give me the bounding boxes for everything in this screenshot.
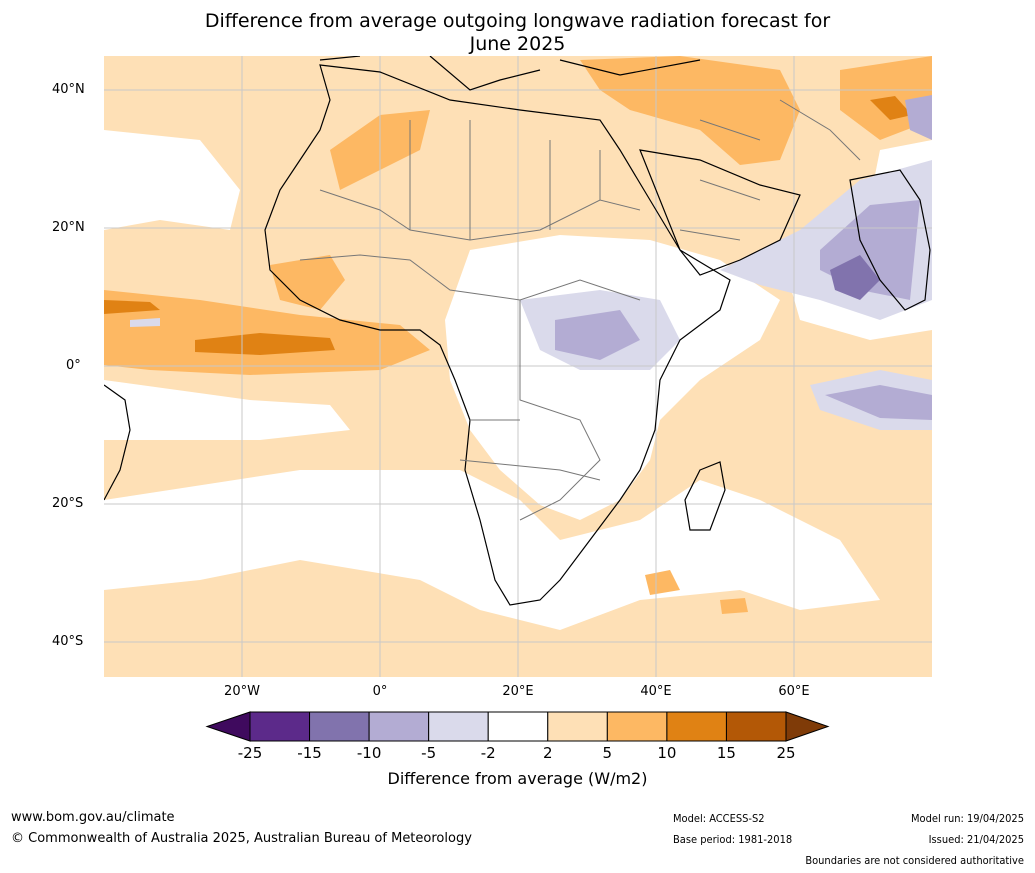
colorbar-segment	[606, 711, 668, 742]
colorbar-tick-label: -5	[421, 744, 437, 762]
positive-south-indian	[720, 598, 748, 614]
model-text: Model: ACCESS-S2	[673, 812, 765, 825]
positive-mediterranean	[580, 56, 800, 165]
positive-southern-africa	[645, 570, 680, 595]
lat-label-0: 0°	[66, 358, 81, 373]
colorbar-segment	[249, 711, 311, 742]
website-link[interactable]: www.bom.gov.au/climate	[11, 810, 175, 825]
map-title: Difference from average outgoing longwav…	[0, 10, 1035, 56]
colorbar-segment	[547, 711, 608, 742]
colorbar-segment	[309, 711, 370, 742]
lat-label-20s: 20°S	[52, 496, 84, 511]
disclaimer-text: Boundaries are not considered authoritat…	[805, 854, 1024, 867]
model-run-text: Model run: 19/04/2025	[911, 812, 1024, 825]
colorbar-tick-label: 10	[657, 744, 677, 762]
issued-text: Issued: 21/04/2025	[928, 833, 1024, 846]
colorbar-label: Difference from average (W/m2)	[387, 769, 648, 788]
title-line-1: Difference from average outgoing longwav…	[204, 10, 831, 32]
colorbar-segment	[368, 711, 430, 742]
colorbar-tick-label: -15	[297, 744, 322, 762]
colorbar-segment	[428, 711, 489, 742]
country-borders	[299, 99, 861, 521]
colorbar-segment	[666, 711, 727, 742]
madagascar-coastline	[684, 461, 726, 531]
negative-himalaya	[905, 95, 932, 140]
colorbar-extend-low	[205, 711, 251, 742]
lon-label-40e: 40°E	[640, 684, 672, 699]
europe-coastline	[319, 56, 701, 91]
colorbar-tick-label: 2	[542, 744, 553, 762]
neutral-region-eq-atlantic	[104, 380, 350, 440]
colorbar-tick-label: -2	[480, 744, 496, 762]
strong-positive-central-asia	[870, 96, 912, 120]
colorbar-segment	[725, 711, 787, 742]
positive-west-africa	[270, 255, 345, 310]
strong-positive-west	[104, 300, 160, 314]
colorbar-segment	[487, 711, 549, 742]
africa-coastline	[264, 64, 731, 606]
copyright-text: © Commonwealth of Australia 2025, Austra…	[11, 831, 472, 846]
negative-atlantic-small	[130, 318, 160, 327]
coastlines	[104, 56, 931, 606]
india-coastline	[849, 169, 931, 311]
arabia-coastline	[639, 149, 801, 276]
base-period-text: Base period: 1981-2018	[673, 833, 793, 846]
south-america-coastline	[104, 384, 131, 501]
gridlines	[104, 56, 932, 677]
lon-label-20e: 20°E	[502, 684, 534, 699]
negative-indian-strong	[830, 255, 880, 300]
strong-positive-gulf-guinea	[195, 333, 335, 355]
lat-label-20n: 20°N	[52, 220, 85, 235]
colorbar-tick-label: 15	[716, 744, 736, 762]
positive-band-gulf-guinea	[104, 290, 430, 375]
neutral-region-north-atl	[104, 130, 240, 230]
lat-label-40n: 40°N	[52, 82, 85, 97]
colorbar-tick-label: 5	[602, 744, 613, 762]
colorbar-extend-high	[785, 711, 830, 742]
neutral-region-south	[104, 470, 880, 630]
lon-label-60e: 60°E	[778, 684, 810, 699]
lon-label-20w: 20°W	[224, 684, 260, 699]
colorbar-tick-label: -10	[356, 744, 382, 762]
colorbar	[205, 711, 830, 742]
lon-label-0: 0°	[372, 684, 388, 699]
colorbar-tick-label: -25	[237, 744, 263, 762]
lat-label-40s: 40°S	[52, 634, 84, 649]
negative-south-indian-core	[825, 385, 932, 420]
colorbar-tick-label: 25	[776, 744, 796, 762]
title-line-2: June 2025	[469, 33, 566, 55]
negative-east-africa-core	[555, 310, 640, 360]
